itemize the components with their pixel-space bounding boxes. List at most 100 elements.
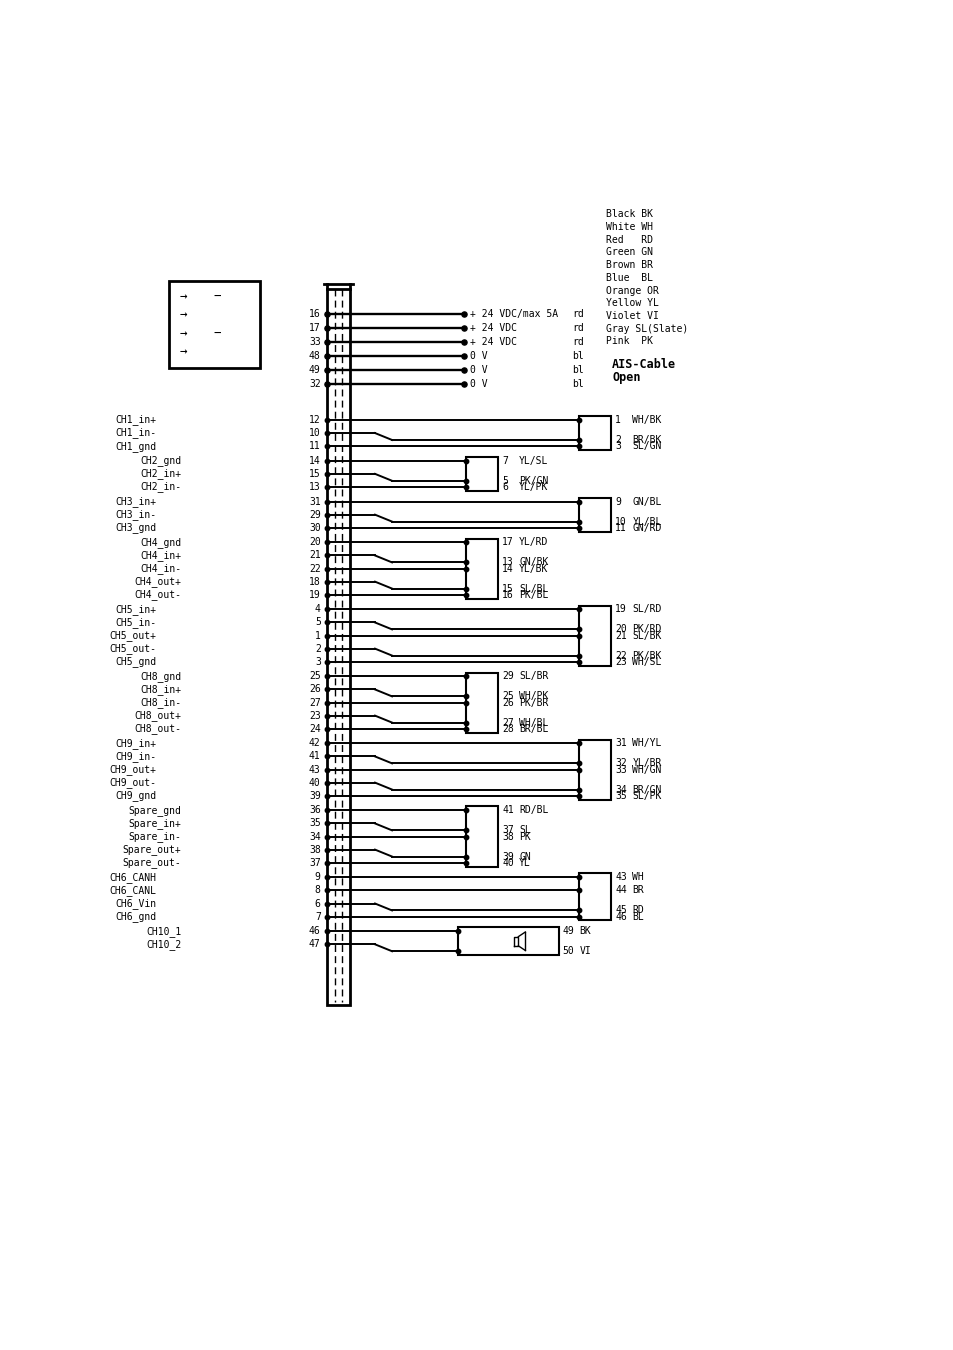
Text: 38: 38 (309, 845, 320, 855)
Text: 1: 1 (314, 630, 320, 640)
Text: CH10_2: CH10_2 (146, 938, 181, 950)
Text: YL/PK: YL/PK (518, 482, 548, 491)
Text: GN/BL: GN/BL (632, 497, 661, 506)
Text: bl: bl (572, 364, 584, 375)
Text: 7: 7 (314, 911, 320, 922)
Text: 0 V: 0 V (470, 364, 487, 375)
Text: 39: 39 (309, 791, 320, 801)
Text: CH2_gnd: CH2_gnd (140, 455, 181, 466)
Text: CH3_gnd: CH3_gnd (115, 522, 156, 533)
Text: Red   RD: Red RD (605, 235, 652, 244)
Text: 29: 29 (309, 510, 320, 520)
Text: →: → (179, 309, 187, 321)
Text: WH/PK: WH/PK (518, 691, 548, 702)
Text: CH5_out+: CH5_out+ (110, 630, 156, 641)
Text: CH6_CANL: CH6_CANL (110, 886, 156, 896)
Text: 42: 42 (309, 738, 320, 748)
Text: CH4_in+: CH4_in+ (140, 549, 181, 560)
Text: CH1_in-: CH1_in- (115, 428, 156, 439)
Text: CH3_in+: CH3_in+ (115, 495, 156, 508)
Text: 25: 25 (501, 691, 514, 702)
Text: 33: 33 (309, 338, 320, 347)
Text: + 24 VDC: + 24 VDC (470, 338, 517, 347)
Text: PK: PK (518, 832, 530, 841)
Text: BR: BR (632, 886, 643, 895)
Text: WH/BL: WH/BL (518, 718, 548, 728)
Text: 20: 20 (615, 625, 626, 634)
Text: 41: 41 (309, 752, 320, 761)
Text: + 24 VDC: + 24 VDC (470, 323, 517, 333)
Text: PK/RD: PK/RD (632, 625, 661, 634)
Text: 31: 31 (615, 738, 626, 748)
Text: Violet VI: Violet VI (605, 310, 659, 321)
Text: CH5_out-: CH5_out- (110, 643, 156, 655)
Text: →: → (179, 290, 187, 304)
Text: SL/PK: SL/PK (632, 791, 661, 801)
Text: rd: rd (572, 338, 584, 347)
Text: 15: 15 (309, 468, 320, 479)
Text: Spare_out+: Spare_out+ (122, 844, 181, 855)
Text: CH4_gnd: CH4_gnd (140, 537, 181, 548)
Text: 41: 41 (501, 806, 514, 815)
Text: PK/GN: PK/GN (518, 475, 548, 486)
Text: SL/BK: SL/BK (632, 630, 661, 640)
Text: SL: SL (518, 825, 530, 836)
Text: Brown BR: Brown BR (605, 261, 652, 270)
Bar (465, 456, 497, 491)
Text: CH4_out+: CH4_out+ (134, 576, 181, 587)
Text: 6: 6 (314, 899, 320, 909)
Text: Spare_in-: Spare_in- (129, 832, 181, 842)
Text: 40: 40 (309, 778, 320, 787)
Text: CH9_in+: CH9_in+ (115, 738, 156, 749)
Text: Orange OR: Orange OR (605, 286, 659, 296)
Text: Spare_in+: Spare_in+ (129, 818, 181, 829)
Text: YL: YL (518, 857, 530, 868)
Text: CH4_out-: CH4_out- (134, 590, 181, 601)
Text: 21: 21 (309, 551, 320, 560)
Text: 6: 6 (501, 482, 507, 491)
Text: 1: 1 (615, 414, 620, 425)
Text: PK/BR: PK/BR (518, 698, 548, 707)
Text: RD: RD (632, 906, 643, 915)
Text: 32: 32 (309, 379, 320, 389)
Text: 2: 2 (314, 644, 320, 653)
Text: WH/SL: WH/SL (632, 656, 661, 667)
Text: GN/BK: GN/BK (518, 558, 548, 567)
Text: 36: 36 (309, 806, 320, 815)
Text: 10: 10 (309, 428, 320, 437)
Text: 49: 49 (309, 364, 320, 375)
Text: SL/BL: SL/BL (518, 583, 548, 594)
Text: 48: 48 (309, 351, 320, 360)
Text: WH/GN: WH/GN (632, 764, 661, 775)
Text: rd: rd (572, 323, 584, 333)
Text: 46: 46 (615, 911, 626, 922)
Bar (457, 927, 558, 954)
Text: 22: 22 (309, 563, 320, 574)
Text: rd: rd (572, 309, 584, 320)
Text: 45: 45 (615, 906, 626, 915)
Text: 21: 21 (615, 630, 626, 640)
Text: SL/BR: SL/BR (518, 671, 548, 682)
Text: 19: 19 (615, 605, 626, 614)
Text: SL/RD: SL/RD (632, 605, 661, 614)
Text: 23: 23 (309, 710, 320, 721)
Text: CH3_in-: CH3_in- (115, 509, 156, 520)
Text: 10: 10 (615, 517, 626, 526)
Text: 46: 46 (309, 926, 320, 937)
Bar (578, 416, 611, 450)
Text: CH4_in-: CH4_in- (140, 563, 181, 574)
Text: 47: 47 (309, 940, 320, 949)
Text: WH/YL: WH/YL (632, 738, 661, 748)
Text: 34: 34 (615, 784, 626, 795)
Text: GN: GN (518, 852, 530, 861)
Text: 23: 23 (615, 656, 626, 667)
Bar (578, 873, 611, 921)
Bar (578, 740, 611, 799)
Text: BK: BK (579, 926, 591, 937)
Text: 44: 44 (615, 886, 626, 895)
Text: CH9_in-: CH9_in- (115, 751, 156, 761)
Text: 49: 49 (562, 926, 574, 937)
Text: YL/BL: YL/BL (632, 517, 661, 526)
Bar (578, 498, 611, 532)
Text: CH1_in+: CH1_in+ (115, 414, 156, 425)
